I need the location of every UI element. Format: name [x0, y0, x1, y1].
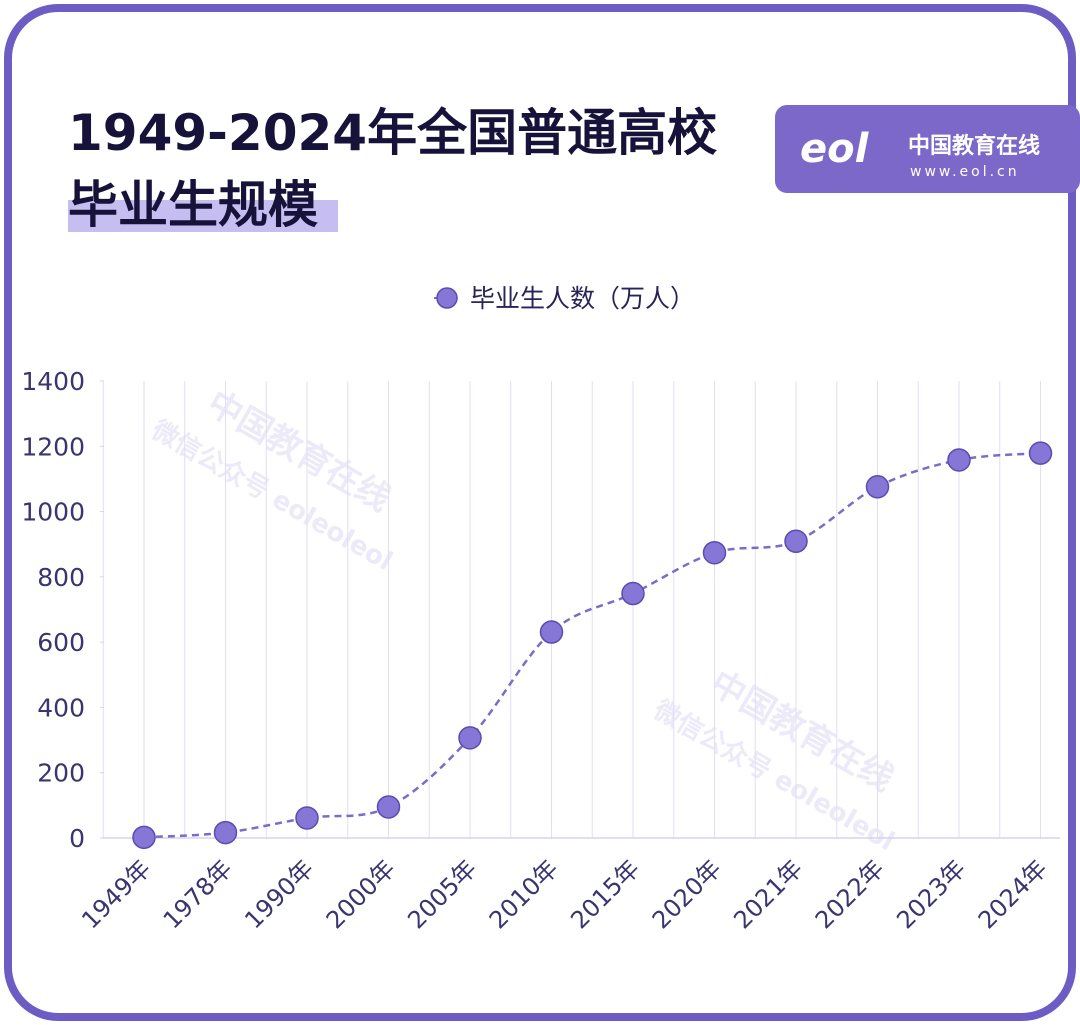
- point: [947, 448, 971, 472]
- point: [539, 620, 564, 644]
- logo: eol: [800, 126, 870, 172]
- y-tick-label: 1200: [21, 432, 85, 461]
- point: [376, 795, 401, 819]
- y-tick-label: 0: [69, 824, 85, 853]
- point: [784, 529, 808, 554]
- legend-marker: [436, 287, 458, 309]
- brand-url: www.eol.cn: [910, 164, 1020, 180]
- point: [132, 825, 156, 850]
- point: [213, 820, 238, 845]
- y-tick-label: 1000: [21, 498, 85, 527]
- chart-title: 1949-2024年全国普通高校: [68, 104, 717, 162]
- point: [702, 540, 727, 565]
- logo-box: [775, 105, 1080, 193]
- point: [295, 806, 319, 830]
- y-tick-label: 600: [37, 628, 85, 657]
- chart-title: 毕业生规模: [68, 176, 318, 234]
- y-tick-label: 200: [37, 759, 85, 788]
- y-tick-label: 1400: [21, 367, 85, 396]
- y-tick-label: 800: [37, 563, 85, 592]
- frame: [4, 4, 1076, 1021]
- point: [1028, 441, 1053, 465]
- point: [621, 581, 645, 606]
- brand-name: 中国教育在线: [908, 133, 1040, 159]
- legend-label: 毕业生人数（万人）: [470, 284, 695, 313]
- point: [458, 726, 482, 750]
- point: [865, 475, 890, 499]
- title-highlight: [68, 200, 338, 232]
- y-tick-label: 400: [37, 693, 85, 722]
